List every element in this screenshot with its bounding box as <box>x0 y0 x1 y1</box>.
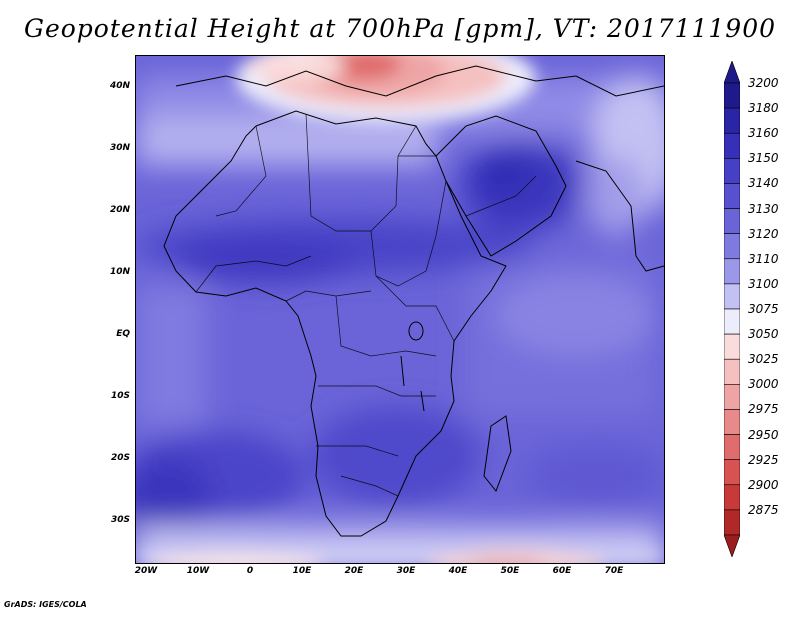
colorbar-swatch <box>724 384 740 410</box>
lat-label-20s: 20S <box>110 453 130 463</box>
colorbar-swatch <box>724 409 740 435</box>
lon-label-50e: 50E <box>500 566 520 576</box>
lon-label-0: 0 <box>246 566 254 576</box>
colorbar-swatch <box>724 484 740 511</box>
india-coastline <box>575 160 664 272</box>
colorbar-level-label: 3140 <box>748 176 779 191</box>
colorbar-swatch <box>724 358 740 385</box>
lat-label-eq: EQ <box>116 329 130 339</box>
colorbar-swatch <box>724 82 740 109</box>
colorbar-swatch <box>724 459 740 486</box>
lon-label-40e: 40E <box>448 566 468 576</box>
colorbar-level-label: 2950 <box>748 427 779 442</box>
colorbar-swatch <box>724 233 740 260</box>
lakes <box>400 321 425 412</box>
colorbar-swatch <box>724 333 740 360</box>
colorbar-level-label: 3025 <box>748 352 779 367</box>
lon-label-60e: 60E <box>552 566 572 576</box>
lat-label-10n: 10N <box>109 267 130 277</box>
colorbar-level-label: 2875 <box>748 502 779 517</box>
colorbar-level-label: 3050 <box>748 327 779 342</box>
lon-label-70e: 70E <box>604 566 624 576</box>
colorbar <box>724 61 740 557</box>
colorbar-level-label: 2975 <box>748 402 779 417</box>
colorbar-swatch <box>724 434 740 460</box>
colorbar-level-label: 2925 <box>748 452 779 467</box>
colorbar-swatch <box>724 258 740 285</box>
colorbar-level-label: 3075 <box>748 302 779 316</box>
colorbar-top-arrow <box>724 61 740 84</box>
colorbar-level-label: 3000 <box>748 377 779 392</box>
country-borders <box>195 113 537 497</box>
lat-label-30s: 30S <box>110 515 130 525</box>
credit-text: GrADS: IGES/COLA <box>4 600 87 609</box>
colorbar-swatch <box>724 208 740 234</box>
lon-label-10e: 10E <box>292 566 312 576</box>
colorbar-level-label: 3100 <box>748 276 779 291</box>
field-shading <box>136 76 664 563</box>
lon-label-30e: 30E <box>396 566 416 576</box>
colorbar-swatch <box>724 183 740 209</box>
lake-tanganyika <box>400 355 405 387</box>
low-height-shading <box>136 56 664 563</box>
colorbar-level-label: 3200 <box>748 76 779 90</box>
madagascar-coastline <box>483 415 512 492</box>
colorbar-bottom-arrow <box>724 534 740 557</box>
lake-victoria <box>408 321 424 341</box>
colorbar-swatch <box>724 158 740 184</box>
colorbar-level-label: 3120 <box>748 226 779 241</box>
colorbar-swatch <box>724 308 740 335</box>
colorbar-level-label: 3110 <box>748 251 779 266</box>
arabia-coastline <box>435 115 567 257</box>
coastlines <box>163 65 664 537</box>
chart-title: Geopotential Height at 700hPa [gpm], VT:… <box>23 14 777 43</box>
lon-label-20e: 20E <box>344 566 364 576</box>
colorbar-level-label: 2900 <box>748 477 779 492</box>
colorbar-swatch <box>724 283 740 310</box>
colorbar-swatch <box>724 509 740 536</box>
colorbar-level-label: 3180 <box>748 101 779 116</box>
colorbar-level-label: 3130 <box>748 201 779 216</box>
lon-label-20w: 20W <box>134 566 158 576</box>
colorbar-level-label: 3150 <box>748 151 779 166</box>
lat-label-30n: 30N <box>109 143 130 153</box>
lon-label-10w: 10W <box>186 566 210 576</box>
colorbar-swatch <box>724 107 740 134</box>
colorbar-swatch <box>724 132 740 159</box>
lat-label-20n: 20N <box>109 205 130 215</box>
europe-coastline <box>175 65 664 97</box>
height-field-map <box>136 56 664 563</box>
colorbar-level-label: 3160 <box>748 126 779 141</box>
map-panel <box>135 55 665 564</box>
africa-coastline <box>163 110 507 537</box>
lake-malawi <box>420 390 425 412</box>
lat-label-40n: 40N <box>109 81 130 91</box>
lat-label-10s: 10S <box>110 391 130 401</box>
